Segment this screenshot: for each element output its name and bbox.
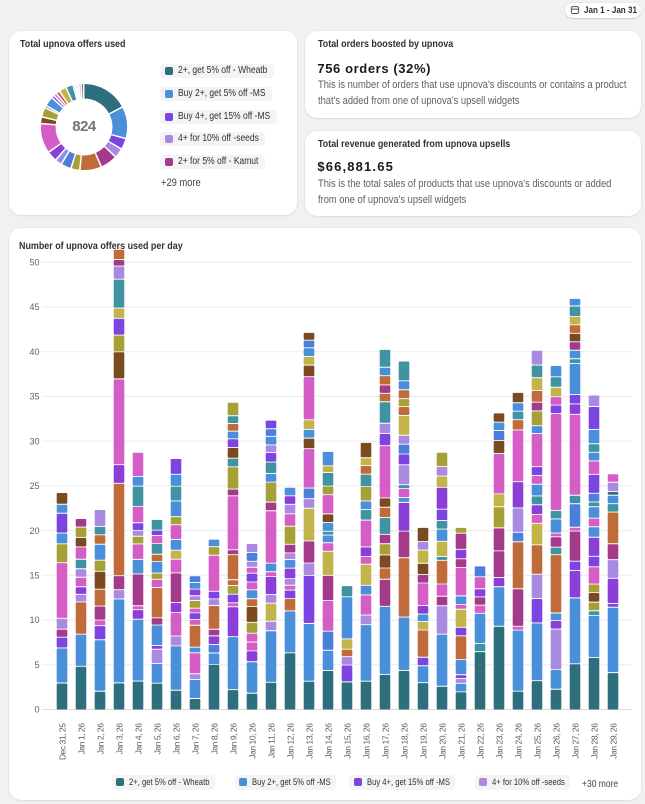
svg-text:Jan 4, 26: Jan 4, 26 [133,723,143,755]
svg-text:Jan 10, 26: Jan 10, 26 [247,723,257,759]
svg-text:Jan 9, 26: Jan 9, 26 [228,723,238,755]
svg-text:30: 30 [29,436,39,446]
svg-text:Jan 29, 26: Jan 29, 26 [608,723,618,759]
svg-text:Jan 19, 26: Jan 19, 26 [418,723,428,759]
svg-text:Jan 22, 26: Jan 22, 26 [475,723,485,759]
svg-text:20: 20 [29,526,39,536]
svg-text:Jan 13, 26: Jan 13, 26 [304,723,314,759]
svg-text:Jan 26, 26: Jan 26, 26 [551,723,561,759]
svg-text:45: 45 [29,302,39,312]
svg-text:50: 50 [29,258,39,268]
svg-text:Jan 12, 26: Jan 12, 26 [285,723,295,759]
svg-text:Jan 3, 26: Jan 3, 26 [114,723,124,755]
svg-text:Dec 31, 25: Dec 31, 25 [57,723,67,760]
svg-text:Jan 24, 26: Jan 24, 26 [513,723,523,759]
svg-text:Jan 5, 26: Jan 5, 26 [152,723,162,755]
svg-text:Jan 16, 26: Jan 16, 26 [361,723,371,759]
svg-text:Jan 20, 26: Jan 20, 26 [437,723,447,759]
svg-text:Jan 17, 26: Jan 17, 26 [380,723,390,759]
svg-text:15: 15 [29,571,39,581]
svg-text:Jan 11, 26: Jan 11, 26 [266,723,276,758]
svg-text:Jan 23, 26: Jan 23, 26 [494,723,504,759]
svg-text:Jan 21, 26: Jan 21, 26 [456,723,466,759]
svg-text:Jan 27, 26: Jan 27, 26 [570,723,580,759]
svg-text:Jan 28, 26: Jan 28, 26 [589,723,599,759]
svg-text:Jan 2, 26: Jan 2, 26 [95,723,105,755]
svg-text:0: 0 [34,705,39,715]
svg-text:35: 35 [29,392,39,402]
svg-text:Jan 1, 26: Jan 1, 26 [76,723,86,755]
svg-text:Jan 8, 26: Jan 8, 26 [209,723,219,755]
svg-text:10: 10 [29,615,39,625]
svg-text:Jan 6, 26: Jan 6, 26 [171,723,181,755]
svg-text:25: 25 [29,481,39,491]
svg-text:Jan 15, 26: Jan 15, 26 [342,723,352,759]
svg-text:5: 5 [34,660,39,670]
svg-text:Jan 25, 26: Jan 25, 26 [532,723,542,759]
svg-text:Jan 7, 26: Jan 7, 26 [190,723,200,755]
svg-text:Jan 18, 26: Jan 18, 26 [399,723,409,759]
svg-text:40: 40 [29,347,39,357]
svg-text:Jan 14, 26: Jan 14, 26 [323,723,333,759]
